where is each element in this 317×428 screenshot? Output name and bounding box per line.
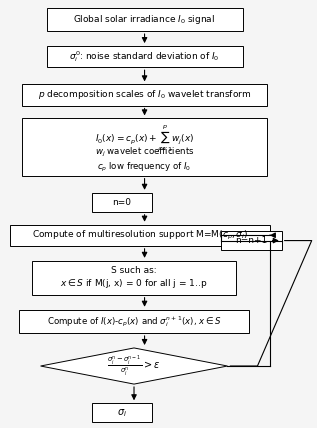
FancyBboxPatch shape <box>92 193 152 212</box>
Polygon shape <box>41 348 228 384</box>
FancyBboxPatch shape <box>92 403 152 422</box>
Text: $\sigma_i^0$: noise standard deviation of $I_0$: $\sigma_i^0$: noise standard deviation o… <box>69 49 220 64</box>
FancyBboxPatch shape <box>47 46 243 67</box>
Text: Compute of multiresolution support M=M$(c_p, \sigma_i)$: Compute of multiresolution support M=M$(… <box>32 229 248 242</box>
FancyBboxPatch shape <box>23 118 267 176</box>
Text: $p$ decomposition scales of $I_0$ wavelet transform: $p$ decomposition scales of $I_0$ wavele… <box>38 89 251 101</box>
Text: $\sigma_i$: $\sigma_i$ <box>117 407 127 419</box>
FancyBboxPatch shape <box>222 231 282 250</box>
FancyBboxPatch shape <box>19 310 249 333</box>
FancyBboxPatch shape <box>31 261 236 295</box>
FancyBboxPatch shape <box>23 84 267 106</box>
FancyBboxPatch shape <box>47 8 243 31</box>
FancyBboxPatch shape <box>10 225 270 246</box>
Text: n=0: n=0 <box>113 198 132 207</box>
Text: $\frac{\sigma_i^n - \sigma_i^{n-1}}{\sigma_i^n} > \varepsilon$: $\frac{\sigma_i^n - \sigma_i^{n-1}}{\sig… <box>107 354 161 378</box>
Text: Compute of $I(x)$-$c_p(x)$ and $\sigma_i^{n+1}(x)$, $x \in S$: Compute of $I(x)$-$c_p(x)$ and $\sigma_i… <box>47 314 221 329</box>
Text: Global solar irradiance $I_0$ signal: Global solar irradiance $I_0$ signal <box>74 13 216 26</box>
Text: n=n+1: n=n+1 <box>236 236 268 245</box>
Text: $w_j$ wavelet coefficients
$c_p$ low frequency of $I_0$: $w_j$ wavelet coefficients $c_p$ low fre… <box>95 146 194 174</box>
Text: $I_0(x)=c_p(x)+\sum_{j=1}^{p}w_j(x)$: $I_0(x)=c_p(x)+\sum_{j=1}^{p}w_j(x)$ <box>95 123 194 154</box>
Text: S such as:
$x \in S$ if M(j, x) = 0 for all j = 1..p: S such as: $x \in S$ if M(j, x) = 0 for … <box>60 266 208 290</box>
